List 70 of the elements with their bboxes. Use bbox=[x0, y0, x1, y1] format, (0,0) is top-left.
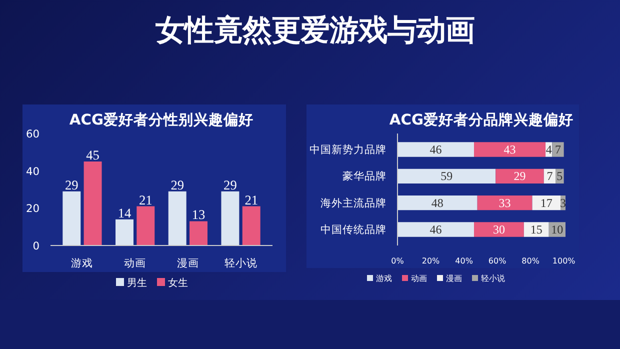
bar bbox=[84, 162, 102, 246]
data-label: 7 bbox=[555, 142, 562, 156]
x-tick-label: 60% bbox=[488, 256, 507, 266]
bar bbox=[136, 206, 155, 246]
text: 女性竟然更爱游戏与动画 bbox=[156, 12, 474, 49]
x-tick-label: 动画 bbox=[124, 256, 146, 270]
bar bbox=[532, 196, 561, 210]
bar bbox=[398, 196, 478, 210]
legend-label: 女生 bbox=[167, 277, 188, 291]
x-tick-label: 40% bbox=[455, 256, 474, 266]
data-label: 21 bbox=[138, 192, 152, 208]
data-label: 29 bbox=[224, 177, 238, 192]
y-tick-label: 中国新势力品牌 bbox=[310, 143, 386, 156]
data-label: 4 bbox=[546, 142, 552, 156]
chart-title: ACG爱好者分性别兴趣偏好 bbox=[69, 112, 254, 128]
data-label: 48 bbox=[431, 196, 444, 210]
data-label: 46 bbox=[430, 142, 442, 156]
data-label: 29 bbox=[514, 169, 526, 184]
bar bbox=[474, 222, 524, 237]
legend-label: 男生 bbox=[126, 277, 147, 291]
data-label: 17 bbox=[540, 196, 552, 210]
x-tick-label: 游戏 bbox=[71, 256, 94, 270]
x-tick-label: 漫画 bbox=[176, 256, 199, 270]
y-tick-label: 豪华品牌 bbox=[342, 170, 386, 183]
bar bbox=[474, 142, 546, 157]
bar bbox=[116, 219, 134, 246]
data-label: 21 bbox=[244, 192, 258, 208]
bar bbox=[242, 206, 260, 246]
bar bbox=[496, 168, 544, 184]
data-label: 59 bbox=[440, 169, 453, 184]
bar bbox=[398, 222, 474, 237]
bar bbox=[398, 168, 496, 184]
data-label: 29 bbox=[64, 177, 79, 192]
data-label: 46 bbox=[430, 222, 442, 236]
data-label: 10 bbox=[551, 222, 564, 236]
data-label: 43 bbox=[504, 142, 516, 156]
bar bbox=[62, 191, 81, 246]
bar bbox=[168, 191, 186, 246]
y-tick-label: 0 bbox=[32, 240, 40, 252]
data-label: 14 bbox=[118, 205, 132, 220]
y-tick-label: 40 bbox=[26, 164, 40, 178]
data-label: 7 bbox=[546, 169, 553, 184]
y-tick-label: 20 bbox=[26, 202, 40, 216]
data-label: 30 bbox=[492, 222, 505, 236]
legend-label: 动画 bbox=[410, 273, 427, 284]
x-tick-label: 0% bbox=[391, 256, 404, 266]
data-label: 5 bbox=[556, 169, 563, 184]
bar bbox=[398, 142, 474, 157]
legend-label: 轻小说 bbox=[480, 273, 505, 284]
y-tick-label: 海外主流品牌 bbox=[320, 196, 386, 210]
data-label: 15 bbox=[530, 222, 542, 236]
bar bbox=[221, 191, 240, 246]
x-tick-label: 轻小说 bbox=[224, 256, 258, 270]
chart-title: ACG爱好者分品牌兴趣偏好 bbox=[389, 112, 574, 128]
data-label: 45 bbox=[86, 148, 100, 162]
x-tick-label: 80% bbox=[522, 256, 540, 266]
data-label: 29 bbox=[170, 177, 184, 192]
x-tick-label: 20% bbox=[422, 256, 440, 266]
bar bbox=[552, 142, 564, 157]
y-tick-label: 60 bbox=[26, 128, 40, 140]
legend-label: 漫画 bbox=[445, 273, 462, 284]
y-tick-label: 中国传统品牌 bbox=[320, 223, 386, 236]
bar bbox=[477, 196, 532, 210]
x-tick-label: 100% bbox=[552, 256, 576, 266]
data-label: 13 bbox=[192, 207, 206, 222]
data-label: 33 bbox=[498, 196, 511, 210]
data-label: 3 bbox=[560, 196, 566, 210]
bar bbox=[190, 221, 208, 246]
bar bbox=[524, 222, 549, 237]
legend-label: 游戏 bbox=[375, 273, 392, 284]
